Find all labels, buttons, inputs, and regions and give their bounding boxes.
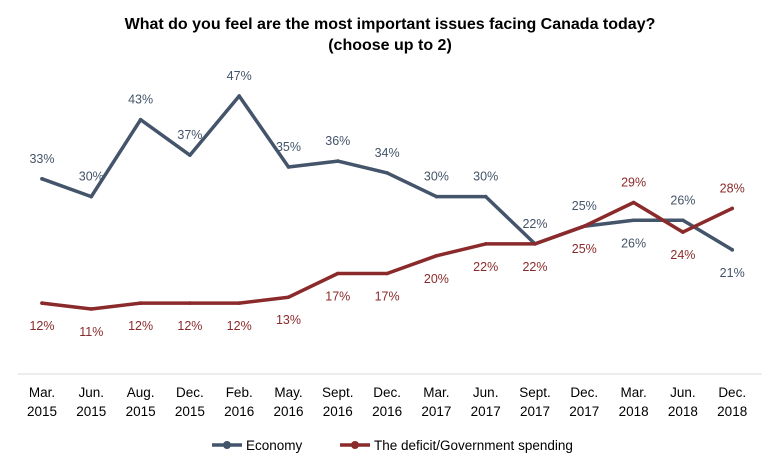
data-label-economy: 30%	[79, 170, 104, 184]
x-tick-label: Mar. 2015	[27, 385, 57, 419]
x-tick-label: Mar. 2018	[619, 385, 649, 419]
data-point-deficit	[385, 271, 389, 276]
data-label-economy: 25%	[572, 199, 597, 213]
data-label-economy: 33%	[29, 152, 54, 166]
x-tick-label: Dec. 2018	[717, 385, 747, 419]
legend-marker-deficit	[351, 441, 359, 449]
data-label-economy: 26%	[621, 236, 646, 250]
data-point-deficit	[483, 242, 488, 246]
chart-subtitle: (choose up to 2)	[328, 37, 452, 54]
data-point-deficit	[286, 295, 291, 299]
data-point-deficit	[730, 206, 734, 211]
data-label-deficit: 22%	[522, 260, 547, 274]
data-label-economy: 22%	[522, 217, 547, 231]
data-point-deficit	[40, 301, 44, 305]
chart-title-block: What do you feel are the most important …	[0, 14, 780, 56]
data-label-deficit: 29%	[621, 176, 646, 190]
data-label-deficit: 11%	[79, 325, 103, 339]
data-label-economy: 37%	[177, 128, 202, 142]
data-point-economy	[434, 194, 439, 199]
data-point-economy	[188, 153, 192, 157]
data-label-deficit: 28%	[720, 181, 745, 195]
data-label-deficit: 13%	[276, 313, 301, 327]
x-tick-label: Jun. 2015	[76, 385, 106, 419]
data-label-deficit: 12%	[177, 319, 202, 333]
data-point-economy	[40, 177, 44, 181]
data-point-economy	[483, 194, 488, 199]
data-label-economy: 35%	[276, 140, 301, 154]
data-point-economy	[138, 117, 143, 122]
data-label-economy: 21%	[720, 266, 745, 280]
data-point-deficit	[681, 230, 685, 234]
data-point-deficit	[533, 242, 537, 246]
chart-title: What do you feel are the most important …	[124, 16, 656, 33]
data-label-deficit: 12%	[128, 319, 153, 333]
data-label-deficit: 17%	[325, 290, 350, 304]
x-tick-label: Sept. 2017	[519, 385, 551, 419]
x-tick-label: Sept. 2016	[322, 385, 354, 419]
data-label-deficit: 24%	[670, 248, 695, 262]
data-point-deficit	[188, 301, 192, 305]
x-tick-label: Dec. 2017	[569, 385, 599, 419]
data-label-deficit: 22%	[473, 260, 498, 274]
data-label-economy: 47%	[227, 69, 252, 83]
data-point-economy	[681, 218, 685, 223]
data-point-economy	[286, 165, 291, 169]
data-point-deficit	[89, 307, 94, 311]
legend-label-economy: Economy	[246, 438, 303, 453]
data-label-economy: 36%	[325, 134, 350, 148]
x-tick-label: Jun. 2018	[668, 385, 698, 419]
data-point-deficit	[336, 271, 340, 276]
data-label-deficit: 25%	[572, 242, 597, 256]
data-label-deficit: 12%	[29, 319, 54, 333]
legend-marker-economy	[223, 441, 231, 449]
data-point-deficit	[631, 200, 636, 205]
data-point-economy	[336, 159, 340, 163]
data-label-economy: 30%	[473, 170, 498, 184]
x-tick-label: Feb. 2016	[224, 385, 254, 419]
x-tick-label: Dec. 2016	[372, 385, 402, 419]
data-point-deficit	[582, 224, 587, 228]
x-tick-label: Aug. 2015	[126, 385, 156, 419]
x-tick-label: May. 2016	[273, 385, 303, 419]
data-point-economy	[631, 218, 636, 223]
data-label-deficit: 17%	[375, 290, 400, 304]
legend-label-deficit: The deficit/Government spending	[374, 438, 573, 453]
data-label-deficit: 12%	[227, 319, 252, 333]
data-point-economy	[730, 248, 734, 252]
data-label-economy: 26%	[670, 193, 695, 207]
data-point-economy	[89, 194, 94, 199]
data-label-deficit: 20%	[424, 272, 449, 286]
data-point-deficit	[138, 301, 143, 305]
x-tick-label: Dec. 2015	[175, 385, 205, 419]
data-label-economy: 34%	[375, 146, 400, 160]
x-tick-label: Mar. 2017	[421, 385, 451, 419]
data-point-economy	[237, 94, 241, 98]
x-tick-label: Jun. 2017	[471, 385, 501, 419]
data-label-economy: 43%	[128, 93, 153, 107]
data-label-economy: 30%	[424, 170, 449, 184]
data-point-deficit	[237, 301, 241, 305]
data-point-economy	[385, 171, 389, 175]
data-point-deficit	[434, 253, 439, 258]
